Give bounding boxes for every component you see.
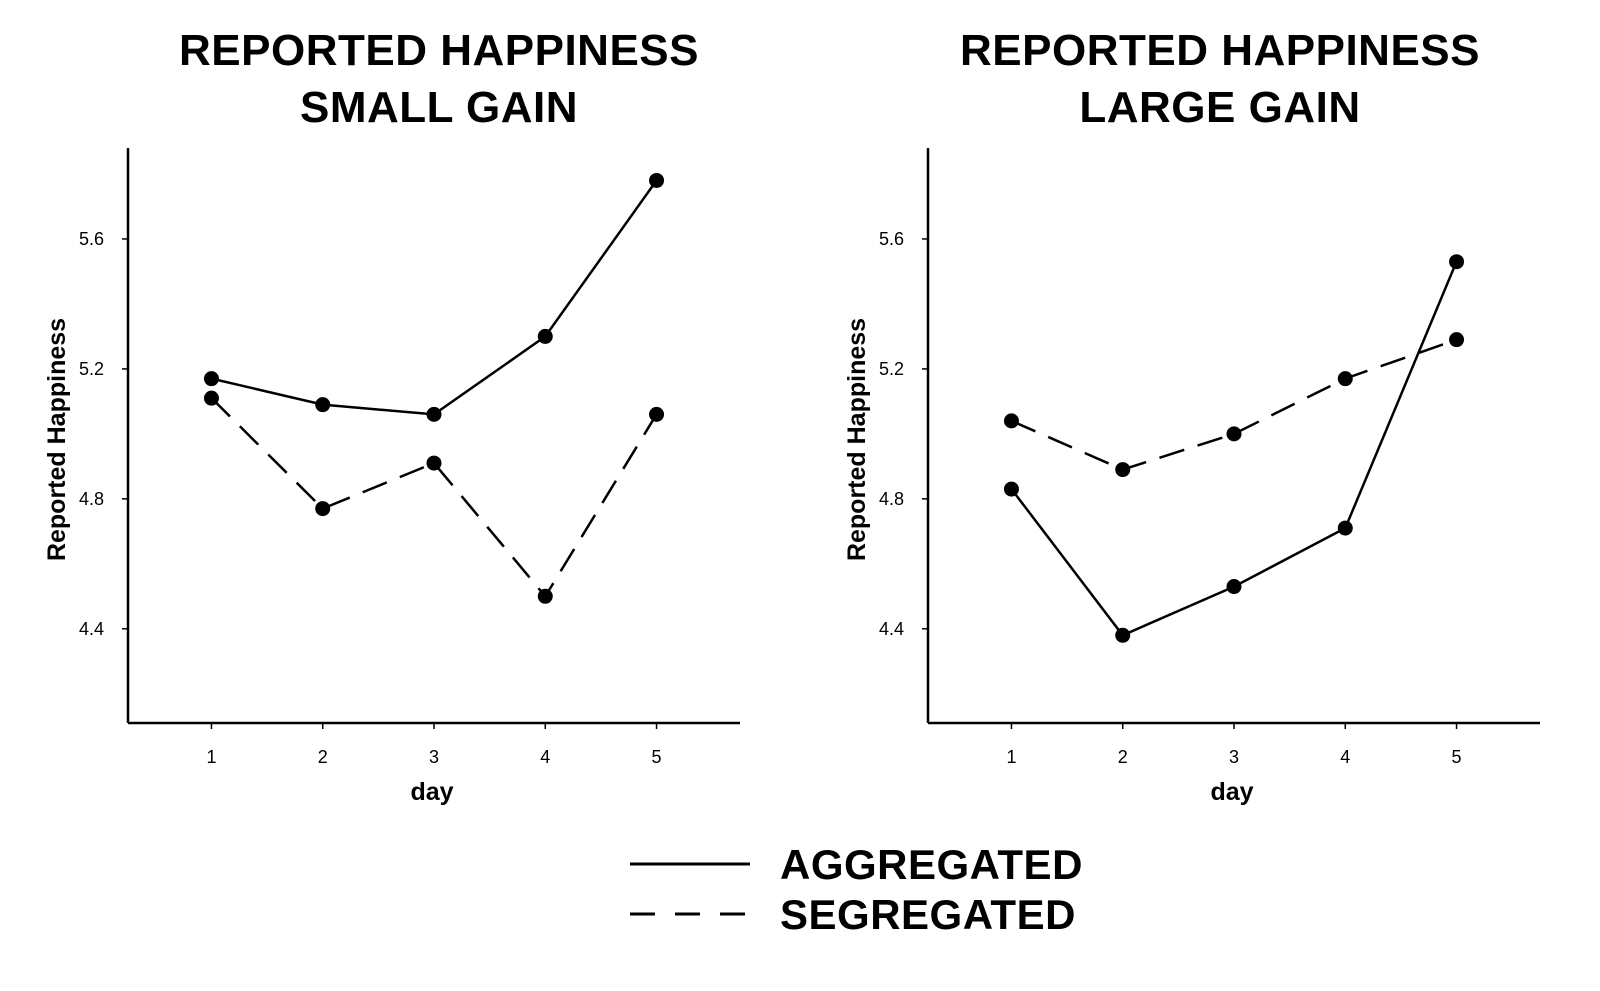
legend-item-aggregated: AGGREGATED (630, 840, 1150, 890)
legend-label-segregated: SEGREGATED (780, 891, 1076, 938)
data-point-segregated (649, 406, 665, 422)
data-point-segregated (1449, 332, 1465, 348)
data-point-aggregated (1226, 579, 1242, 595)
legend: AGGREGATED SEGREGATED (630, 840, 1150, 970)
chart-title-line-1: REPORTED HAPPINESS (960, 26, 1480, 75)
x-axis-label: day (410, 778, 453, 806)
data-point-segregated (426, 455, 442, 471)
data-point-aggregated (1337, 520, 1353, 536)
data-point-aggregated (1115, 627, 1131, 643)
chart-title-line-1: REPORTED HAPPINESS (179, 26, 699, 75)
data-point-aggregated (649, 172, 665, 188)
y-tick-label: 5.6 (879, 229, 904, 249)
data-point-aggregated (537, 328, 553, 344)
data-point-aggregated (203, 371, 219, 387)
solid-line-swatch (630, 862, 750, 866)
legend-label-aggregated: AGGREGATED (780, 841, 1083, 888)
series-line-segregated (210, 397, 658, 599)
series-line-aggregated (211, 179, 658, 416)
x-tick-label: 5 (652, 747, 662, 767)
y-axis-label: Reported Happiness (843, 318, 871, 561)
x-tick-label: 4 (540, 747, 550, 767)
plot-area: 4.4 4.8 5.2 5.6 1 2 3 4 5 day Reported Happiness (843, 148, 1540, 806)
x-tick-label: 5 (1452, 747, 1462, 767)
x-tick-label: 1 (1006, 747, 1016, 767)
x-tick-label: 3 (1229, 747, 1239, 767)
data-point-segregated (1337, 371, 1353, 387)
y-tick-label: 4.8 (79, 489, 104, 509)
chart-large-gain: REPORTED HAPPINESS LARGE GAIN 4.4 4.8 5.2 5… (800, 0, 1600, 850)
data-point-aggregated (315, 397, 331, 413)
chart-title-line-2: SMALL GAIN (300, 83, 578, 132)
series-line-segregated (1010, 338, 1457, 471)
chart-small-gain: REPORTED HAPPINESS SMALL GAIN 4.4 4.8 5.2 5… (0, 0, 800, 850)
data-point-segregated (315, 501, 331, 517)
y-axis-label: Reported Happiness (43, 318, 71, 561)
plot-area: 4.4 4.8 5.2 5.6 1 2 3 4 5 day Reported Happiness (43, 148, 740, 806)
y-tick-label: 5.2 (879, 359, 904, 379)
x-tick-label: 1 (206, 747, 216, 767)
x-tick-label: 2 (318, 747, 328, 767)
x-tick-label: 2 (1118, 747, 1128, 767)
data-point-segregated (537, 588, 553, 604)
data-point-aggregated (1003, 481, 1019, 497)
x-tick-label: 3 (429, 747, 439, 767)
chart-title: REPORTED HAPPINESS SMALL GAIN (0, 22, 879, 136)
y-tick-label: 5.2 (79, 359, 104, 379)
chart-title: REPORTED HAPPINESS LARGE GAIN (780, 22, 1600, 136)
data-point-aggregated (1449, 254, 1465, 270)
legend-item-segregated: SEGREGATED (630, 890, 1150, 940)
x-axis-label: day (1210, 778, 1253, 806)
data-point-aggregated (426, 406, 442, 422)
data-point-segregated (203, 390, 219, 406)
chart-title-line-2: LARGE GAIN (1079, 83, 1361, 132)
y-tick-label: 4.4 (879, 619, 904, 639)
y-tick-label: 4.4 (79, 619, 104, 639)
dashed-line-swatch (630, 912, 750, 916)
data-point-segregated (1003, 413, 1019, 429)
y-tick-label: 4.8 (879, 489, 904, 509)
data-point-segregated (1226, 426, 1242, 442)
y-tick-label: 5.6 (79, 229, 104, 249)
x-tick-label: 4 (1340, 747, 1350, 767)
data-point-segregated (1115, 462, 1131, 478)
